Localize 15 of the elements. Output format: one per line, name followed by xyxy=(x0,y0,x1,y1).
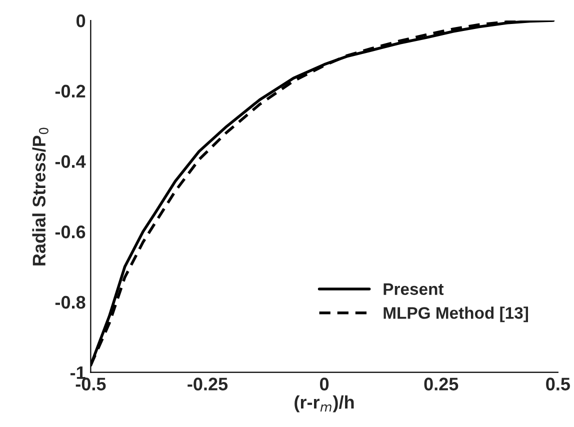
x-axis-title: (r-r$_{m}$)/h xyxy=(294,395,354,412)
y-tick-label: -0.2 xyxy=(55,84,86,98)
x-tick-label: 0.25 xyxy=(424,378,458,390)
x-tick-label: 0 xyxy=(320,378,329,390)
y-tick-label: -1 xyxy=(70,366,86,379)
y-tick-label: -0.4 xyxy=(55,155,86,168)
y-tick-label: -0.8 xyxy=(55,296,86,309)
legend-label: MLPG Method [13] xyxy=(384,306,528,322)
legend-label: Present xyxy=(384,283,444,295)
x-tick-label: 0.5 xyxy=(546,378,570,390)
y-tick-label: -0.6 xyxy=(55,226,86,238)
x-tick-label: -0.5 xyxy=(76,378,106,390)
y-tick-label: 0 xyxy=(76,14,86,28)
y-axis-title: Radial Stress/P$_{0}$ xyxy=(32,128,48,266)
x-tick-label: -0.25 xyxy=(188,378,228,390)
